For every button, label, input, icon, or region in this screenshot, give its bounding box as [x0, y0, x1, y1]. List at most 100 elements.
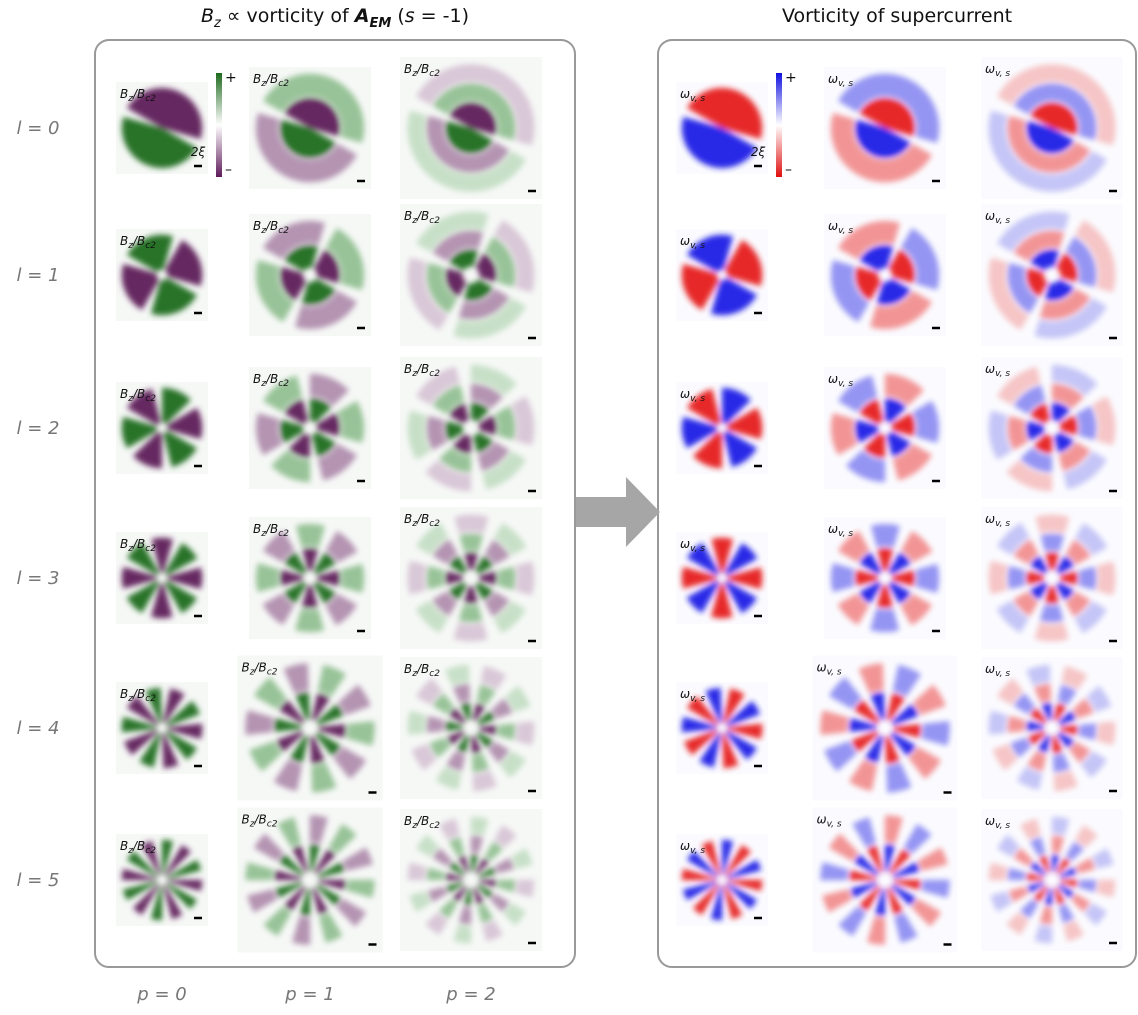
lobe — [917, 847, 948, 871]
lobe — [464, 552, 478, 570]
lobe — [318, 879, 346, 890]
lobe — [1033, 683, 1052, 703]
lobe — [1053, 770, 1078, 792]
lobe — [263, 530, 295, 563]
lobe — [318, 724, 346, 738]
lobe — [710, 583, 733, 619]
lobe — [870, 692, 885, 721]
label-part: v, s — [995, 821, 1010, 831]
lobe — [990, 891, 1012, 912]
field-panel: ωv, s — [981, 204, 1123, 346]
lobe — [1051, 835, 1065, 854]
label-part: z — [260, 79, 266, 89]
lobe — [167, 879, 203, 892]
lobe — [1020, 818, 1041, 840]
lobe — [1033, 433, 1053, 454]
lobe — [325, 593, 357, 626]
lobe — [1013, 693, 1036, 715]
row-label: l = 1 — [17, 265, 60, 286]
lobe — [280, 569, 303, 586]
lobe — [1059, 415, 1078, 435]
lobe — [828, 833, 859, 862]
pattern — [121, 387, 203, 469]
colorbar-plus: + — [785, 70, 797, 86]
label-part: v, s — [690, 241, 705, 251]
label-part: z — [260, 226, 266, 236]
lobe — [1010, 737, 1032, 758]
label-part: v, s — [995, 669, 1010, 679]
lobe — [1092, 848, 1114, 869]
field-panel: ωv, s — [812, 655, 958, 801]
panel-label: Bz/Bc2 — [253, 522, 289, 539]
lobe — [1060, 879, 1078, 887]
label-part: /B — [416, 209, 429, 223]
lobe — [426, 262, 458, 314]
lobe — [859, 552, 882, 575]
lobe — [687, 87, 763, 140]
lobe — [407, 862, 427, 881]
lobe — [439, 899, 458, 919]
lobe — [317, 443, 357, 481]
lobe — [448, 707, 466, 724]
lobe — [681, 868, 717, 881]
lobe — [884, 844, 895, 872]
lobe — [1056, 555, 1075, 574]
lobe — [464, 586, 478, 604]
lobe — [1056, 252, 1078, 282]
lobe — [490, 893, 510, 912]
lobe — [724, 543, 758, 576]
lobe — [884, 398, 907, 423]
lobe — [301, 278, 336, 305]
label-part: z — [260, 379, 266, 389]
lobe — [1061, 666, 1088, 690]
lobe — [1026, 121, 1075, 154]
label-part: ω — [817, 813, 827, 827]
panel-label: Bz/Bc2 — [253, 219, 289, 236]
col-label: p = 0 — [136, 984, 186, 1005]
label-part: z — [411, 216, 417, 226]
lobe — [858, 663, 884, 694]
lobe — [163, 430, 197, 468]
panel-label: Bz/Bc2 — [404, 62, 440, 79]
lobe — [426, 415, 448, 451]
lobe — [411, 743, 437, 771]
lobe — [870, 290, 932, 330]
field-panel: Bz/Bc2 — [249, 367, 371, 489]
field-panel: Bz/Bc2 — [400, 357, 542, 499]
lobe — [464, 888, 472, 906]
label-part: /B — [265, 219, 278, 233]
lobe — [295, 290, 357, 330]
panel-label: Bz/Bc2 — [253, 372, 289, 389]
arrow — [576, 477, 660, 547]
panel-label: Bz/Bc2 — [242, 813, 278, 830]
lobe — [279, 699, 305, 724]
field-panel: ωv, s — [981, 357, 1123, 499]
lobe — [820, 710, 849, 735]
field-panel: Bz/Bc2 — [400, 57, 542, 199]
label-part: B — [120, 537, 128, 551]
lobe — [471, 735, 482, 754]
lobe — [1052, 753, 1071, 773]
lobe — [151, 537, 174, 573]
lobe — [859, 98, 915, 137]
lobe — [295, 608, 325, 633]
lobe — [325, 228, 365, 290]
lobe — [165, 730, 197, 760]
lobe — [1045, 586, 1059, 604]
label-part: /B — [132, 537, 145, 551]
label-part: ω — [985, 814, 995, 828]
lobe — [453, 924, 472, 944]
lobe — [328, 823, 357, 854]
label-part: ω — [680, 234, 690, 248]
pattern — [988, 64, 1116, 192]
field-panel: Bz/Bc2 — [237, 807, 383, 953]
lobe — [884, 373, 924, 406]
left-title: Bz ∝ vorticity of AEM (s = -1) — [201, 5, 469, 31]
panel-label: ωv, s — [680, 537, 705, 554]
lobe — [1051, 816, 1070, 836]
lobe — [911, 898, 942, 927]
lobe — [163, 688, 185, 724]
lobe — [346, 721, 375, 746]
lobe — [1057, 732, 1075, 749]
lobe — [416, 834, 439, 857]
